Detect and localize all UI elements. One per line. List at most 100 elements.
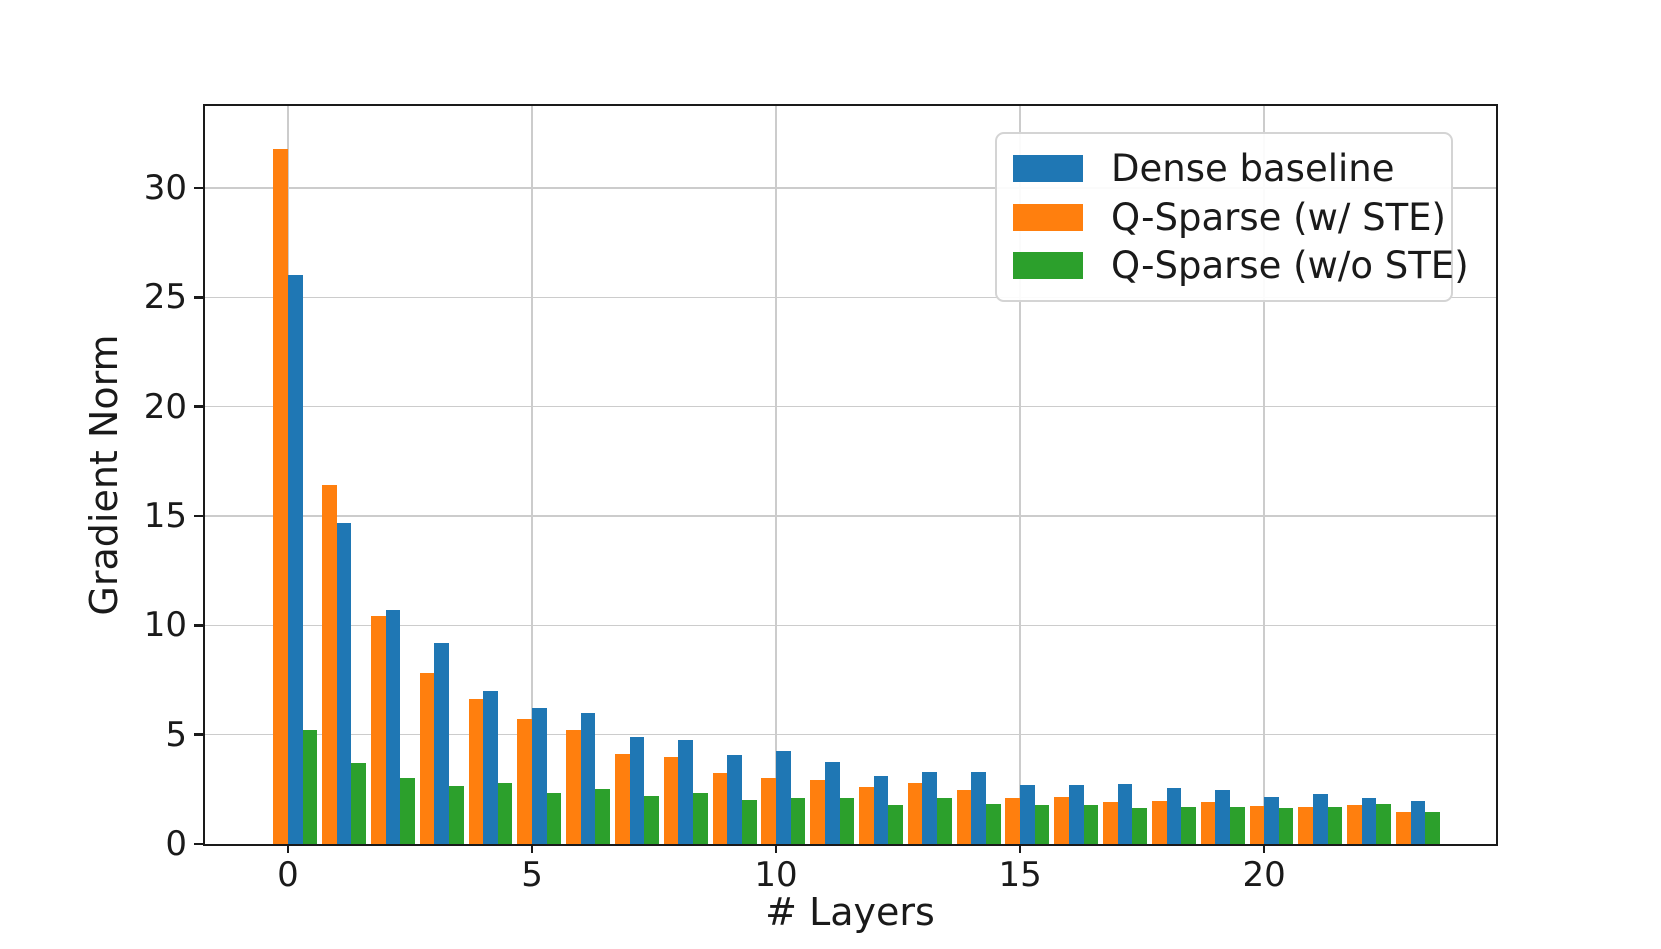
- bar-q-sparse-w-ste-layer-12: [859, 787, 874, 844]
- x-tick-label: 0: [277, 855, 299, 895]
- bar-q-sparse-w-ste-layer-20: [1249, 805, 1265, 844]
- legend-swatch-qsparse-wo-ste: [1013, 252, 1083, 280]
- bar-dense-baseline-layer-19: [1215, 790, 1230, 844]
- y-tick-label: 10: [143, 605, 187, 646]
- bar-dense-baseline-layer-13: [922, 771, 938, 844]
- legend-label-qsparse-w-ste: Q-Sparse (w/ STE): [1111, 195, 1446, 239]
- x-axis-tick: [1262, 844, 1266, 853]
- y-axis-tick: [194, 186, 203, 190]
- bar-dense-baseline-layer-4: [483, 690, 498, 844]
- bar-q-sparse-w-o-ste-layer-4: [497, 782, 513, 844]
- bar-dense-baseline-layer-9: [727, 755, 742, 844]
- bar-dense-baseline-layer-11: [824, 762, 840, 844]
- bar-q-sparse-w-ste-layer-10: [761, 778, 777, 844]
- bar-dense-baseline-layer-23: [1410, 801, 1426, 844]
- x-tick-label: 5: [521, 855, 543, 895]
- bar-dense-baseline-layer-12: [873, 776, 889, 844]
- bar-q-sparse-w-o-ste-layer-1: [351, 763, 367, 844]
- x-gridline: [1019, 106, 1021, 844]
- bar-dense-baseline-layer-0: [287, 275, 303, 844]
- y-axis-tick: [194, 296, 203, 299]
- y-axis-title: Gradient Norm: [82, 334, 126, 616]
- y-gridline: [205, 624, 1496, 627]
- legend-item-qsparse-w-ste: Q-Sparse (w/ STE): [997, 199, 1451, 236]
- bar-q-sparse-w-o-ste-layer-19: [1229, 806, 1245, 844]
- bar-q-sparse-w-ste-layer-14: [956, 790, 972, 844]
- bar-dense-baseline-layer-14: [971, 771, 986, 844]
- bar-dense-baseline-layer-6: [580, 712, 596, 844]
- bar-q-sparse-w-ste-layer-0: [273, 148, 288, 844]
- y-gridline: [205, 296, 1496, 299]
- bar-q-sparse-w-ste-layer-3: [419, 673, 435, 844]
- bar-q-sparse-w-o-ste-layer-16: [1083, 804, 1099, 844]
- bar-q-sparse-w-o-ste-layer-15: [1034, 804, 1050, 844]
- bar-q-sparse-w-ste-layer-23: [1395, 812, 1411, 844]
- legend-swatch-dense-baseline: [1013, 154, 1083, 182]
- bar-q-sparse-w-ste-layer-15: [1005, 798, 1021, 844]
- bar-q-sparse-w-o-ste-layer-22: [1376, 803, 1392, 844]
- bar-q-sparse-w-ste-layer-4: [468, 698, 484, 844]
- bar-q-sparse-w-o-ste-layer-11: [839, 798, 855, 844]
- bar-q-sparse-w-ste-layer-17: [1103, 802, 1118, 844]
- bar-dense-baseline-layer-3: [434, 642, 450, 844]
- y-tick-label: 15: [143, 496, 187, 536]
- bar-q-sparse-w-ste-layer-16: [1054, 797, 1069, 844]
- y-gridline: [205, 405, 1496, 408]
- x-tick-label: 10: [754, 855, 798, 895]
- bar-q-sparse-w-ste-layer-11: [810, 779, 825, 844]
- bar-q-sparse-w-o-ste-layer-23: [1425, 812, 1440, 844]
- bar-dense-baseline-layer-18: [1166, 788, 1182, 844]
- x-axis-tick: [530, 844, 534, 853]
- x-gridline: [1263, 106, 1265, 844]
- bar-q-sparse-w-ste-layer-19: [1200, 802, 1216, 844]
- bar-q-sparse-w-o-ste-layer-9: [741, 800, 757, 844]
- legend: Dense baseline Q-Sparse (w/ STE) Q-Spars…: [995, 132, 1469, 302]
- bar-q-sparse-w-ste-layer-1: [322, 485, 337, 844]
- bar-dense-baseline-layer-2: [385, 610, 401, 844]
- bar-q-sparse-w-o-ste-layer-2: [400, 778, 415, 844]
- bar-dense-baseline-layer-16: [1068, 784, 1084, 844]
- x-axis-tick: [1018, 844, 1022, 853]
- x-gridline: [531, 106, 533, 844]
- bar-q-sparse-w-ste-layer-21: [1298, 806, 1313, 844]
- bar-q-sparse-w-o-ste-layer-0: [302, 730, 318, 844]
- bar-dense-baseline-layer-15: [1020, 784, 1035, 844]
- bar-q-sparse-w-o-ste-layer-20: [1278, 807, 1294, 844]
- legend-item-dense-baseline: Dense baseline: [997, 150, 1451, 187]
- y-gridline: [205, 733, 1496, 736]
- bar-dense-baseline-layer-22: [1361, 798, 1377, 844]
- bar-q-sparse-w-o-ste-layer-7: [644, 795, 659, 844]
- x-tick-label: 15: [998, 855, 1042, 895]
- bar-q-sparse-w-ste-layer-8: [663, 756, 679, 844]
- bar-dense-baseline-layer-8: [678, 740, 694, 844]
- bar-q-sparse-w-ste-layer-7: [614, 754, 630, 844]
- bar-dense-baseline-layer-21: [1312, 793, 1328, 844]
- bar-q-sparse-w-ste-layer-9: [712, 772, 728, 844]
- y-tick-label: 0: [165, 824, 187, 864]
- bar-q-sparse-w-o-ste-layer-6: [595, 789, 611, 844]
- y-gridline: [205, 515, 1496, 517]
- y-tick-label: 5: [165, 714, 187, 755]
- bar-q-sparse-w-ste-layer-2: [370, 615, 386, 844]
- bar-q-sparse-w-o-ste-layer-12: [888, 804, 903, 844]
- y-tick-label: 20: [143, 386, 187, 427]
- bar-q-sparse-w-ste-layer-22: [1347, 804, 1362, 844]
- bar-q-sparse-w-ste-layer-5: [517, 719, 533, 844]
- bar-dense-baseline-layer-17: [1117, 783, 1133, 844]
- y-axis-tick: [194, 405, 203, 408]
- y-tick-label: 30: [143, 168, 187, 208]
- bar-q-sparse-w-ste-layer-13: [907, 782, 923, 844]
- bar-q-sparse-w-o-ste-layer-14: [985, 803, 1001, 844]
- y-axis-tick: [194, 624, 203, 627]
- x-tick-label: 20: [1242, 855, 1286, 895]
- legend-swatch-qsparse-w-ste: [1013, 203, 1083, 231]
- bar-dense-baseline-layer-5: [532, 708, 547, 844]
- bar-q-sparse-w-o-ste-layer-17: [1132, 807, 1147, 844]
- x-gridline: [775, 106, 777, 844]
- bar-dense-baseline-layer-10: [776, 751, 791, 844]
- plot-area: 0 5 10 15 20 25 30 0 5 10 15 20 Dense baseline Q-Sp…: [144, 104, 1498, 892]
- bar-q-sparse-w-o-ste-layer-8: [693, 792, 708, 844]
- x-axis-tick: [774, 844, 778, 853]
- bar-q-sparse-w-o-ste-layer-5: [546, 792, 562, 844]
